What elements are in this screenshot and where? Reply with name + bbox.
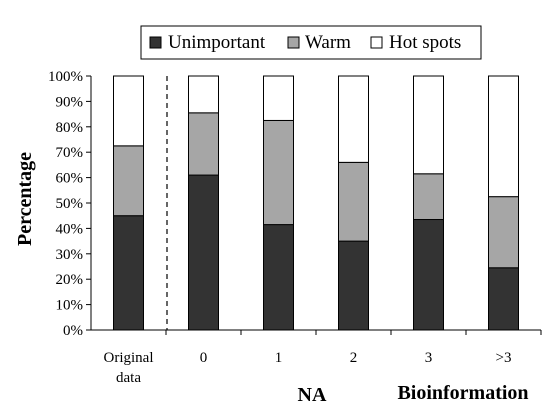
bar-segment-unimportant: [413, 219, 444, 331]
legend-label-unimportant: Unimportant: [168, 32, 266, 53]
y-axis-title: Percentage: [14, 152, 36, 246]
x-tick-label: 1: [275, 350, 283, 366]
bar-segment-warm: [413, 173, 444, 221]
y-tick-label: 20%: [56, 272, 84, 288]
x-axis-tick-labels: Original data 0 1 2 3 >3: [104, 330, 542, 386]
x-tick-label: 0: [200, 350, 208, 366]
legend-label-warm: Warm: [305, 32, 351, 53]
legend: Unimportant Warm Hot spots: [140, 25, 482, 60]
bar-segment-hot-spots: [113, 75, 144, 147]
bar-segment-hot-spots: [188, 75, 219, 114]
bar-segment-hot-spots: [338, 75, 369, 163]
x-axis-title: NA: [298, 384, 327, 406]
y-tick-label: 100%: [48, 69, 83, 85]
bar-segment-hot-spots: [263, 75, 294, 121]
x-tick-label: data: [116, 370, 141, 386]
x-tick-label: >3: [496, 350, 512, 366]
y-tick-label: 30%: [56, 247, 84, 263]
x-tick-label: 2: [350, 350, 358, 366]
y-axis-ticks: 0% 10% 20% 30% 40% 50% 60% 70% 80% 90% 100%: [48, 69, 91, 339]
legend-swatch-hot-spots: [370, 36, 383, 49]
y-tick-label: 60%: [56, 171, 84, 187]
y-tick-label: 50%: [56, 196, 84, 212]
bar-segment-warm: [338, 161, 369, 242]
bar-segment-unimportant: [188, 174, 219, 331]
x-tick-label: Original: [104, 350, 154, 366]
bar-segment-unimportant: [113, 215, 144, 331]
legend-label-hot-spots: Hot spots: [389, 32, 461, 53]
legend-swatch-warm: [287, 36, 300, 49]
bar-segment-unimportant: [338, 240, 369, 331]
bar-segment-warm: [263, 119, 294, 226]
y-tick-label: 10%: [56, 298, 84, 314]
y-tick-label: 80%: [56, 120, 84, 136]
bioinformation-annotation: Bioinformation: [397, 382, 528, 404]
bar-segment-unimportant: [263, 224, 294, 331]
bar-segment-warm: [488, 196, 519, 269]
y-tick-label: 90%: [56, 94, 84, 110]
legend-box: [140, 25, 482, 60]
y-tick-label: 0%: [63, 323, 83, 339]
x-tick-label: 3: [425, 350, 433, 366]
bar-segment-warm: [113, 145, 144, 217]
bar-segment-unimportant: [488, 267, 519, 331]
bars: [113, 75, 519, 331]
y-tick-label: 70%: [56, 145, 84, 161]
bar-segment-hot-spots: [488, 75, 519, 198]
bar-segment-warm: [188, 112, 219, 176]
legend-swatch-unimportant: [149, 36, 162, 49]
bar-segment-hot-spots: [413, 75, 444, 175]
y-tick-label: 40%: [56, 221, 84, 237]
